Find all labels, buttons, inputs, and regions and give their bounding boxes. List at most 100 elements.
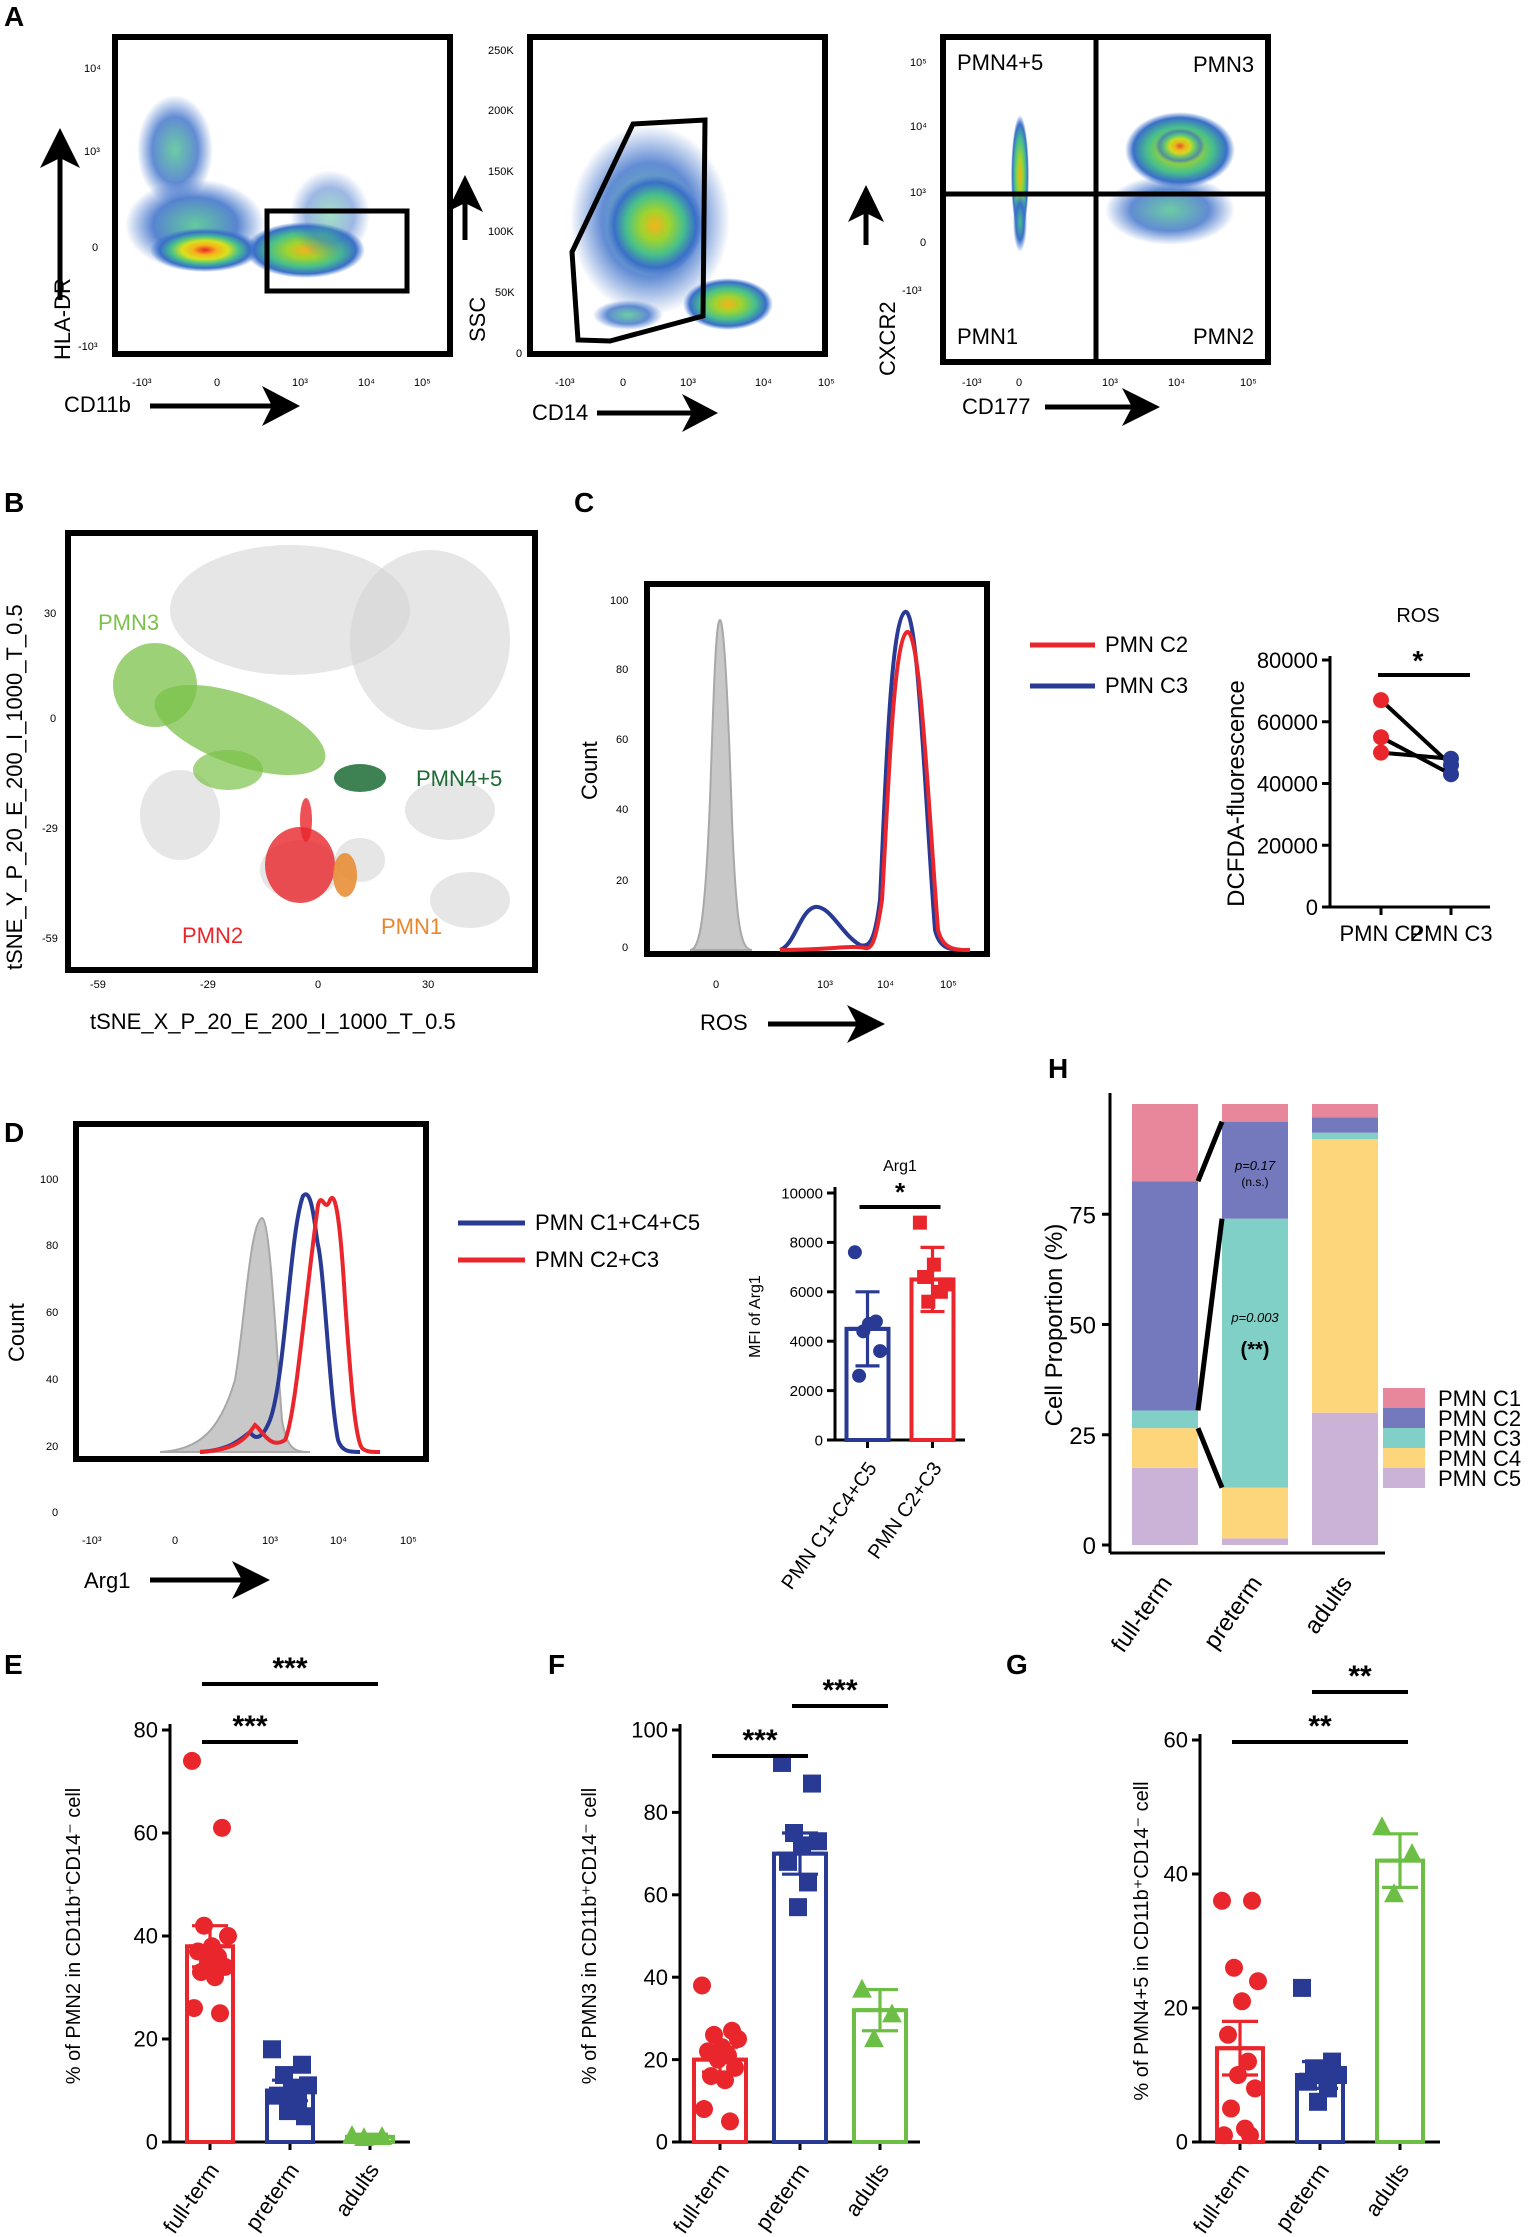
legend-pmn-c2: PMN C2 <box>1105 632 1188 657</box>
data-point <box>921 1294 936 1309</box>
xtick: -10³ <box>555 377 575 389</box>
quadrant-label: PMN3 <box>1193 52 1254 77</box>
x-axis-label: CD14 <box>532 400 588 425</box>
xtick: 10⁵ <box>940 979 957 991</box>
tsne-cluster-pmn1 <box>333 853 357 897</box>
ros-histogram: 100 80 60 40 20 0 0 10³ 10⁴ 10⁵ ROS Coun… <box>577 581 990 1043</box>
y-axis-label: tSNE_Y_P_20_E_200_I_1000_T_0.5 <box>2 604 27 970</box>
data-point <box>1373 729 1389 746</box>
ytick: 60 <box>46 1307 58 1319</box>
data-point <box>1293 1978 1311 1997</box>
y-tick-label: 40 <box>644 1965 668 1990</box>
panel-e-letter: E <box>4 1649 23 1680</box>
xtick: 10³ <box>817 979 833 991</box>
legend-swatch <box>1383 1468 1425 1488</box>
xtick: 10³ <box>262 1535 278 1547</box>
ytick: 40 <box>616 804 628 816</box>
x-axis-arrow <box>1045 388 1160 426</box>
ytick: 80 <box>46 1240 58 1252</box>
x-axis-arrow <box>768 1005 885 1043</box>
data-point <box>702 2067 720 2086</box>
panel-a-letter: A <box>4 1 24 32</box>
legend-label: PMN C4 <box>1438 1446 1521 1471</box>
x-tick-label: preterm <box>750 2159 814 2235</box>
legend-label: PMN C1 <box>1438 1386 1521 1411</box>
x-tick-label: preterm <box>1270 2159 1334 2235</box>
xtick: -59 <box>90 979 106 991</box>
xtick: 10⁵ <box>1240 377 1257 389</box>
x-tick-label: PMN C3 <box>1409 921 1492 946</box>
x-axis-arrow <box>150 386 300 426</box>
y-tick-label: 20 <box>134 2027 158 2052</box>
ytick: 200K <box>488 105 514 117</box>
xtick: -29 <box>200 979 216 991</box>
data-point <box>1309 2092 1327 2111</box>
data-point <box>793 1836 811 1855</box>
legend-swatch <box>1383 1408 1425 1428</box>
x-tick-label: adults <box>330 2159 384 2221</box>
panel-f-letter: F <box>548 1649 565 1680</box>
pmn3-bar-plot: 0 20 40 60 80 100 full-term preterm adults % of P… <box>579 1674 920 2237</box>
data-point <box>269 2086 287 2105</box>
xtick: -10³ <box>132 377 152 389</box>
significance-label: *** <box>822 1674 857 1707</box>
x-tick-label: preterm <box>240 2159 304 2235</box>
tsne-cluster-pmn2 <box>265 798 335 903</box>
data-point <box>1215 2126 1233 2145</box>
xtick: 10⁴ <box>755 377 772 389</box>
xtick: 0 <box>1016 377 1022 389</box>
quadrant-label: PMN4+5 <box>957 50 1043 75</box>
panel-d-letter: D <box>4 1117 24 1148</box>
legend-label: PMN C2 <box>1438 1406 1521 1431</box>
stacked-segment <box>1312 1104 1378 1118</box>
p-value-note: (n.s.) <box>1241 1175 1268 1189</box>
legend-swatch <box>1383 1448 1425 1468</box>
data-point <box>1443 766 1459 783</box>
data-point <box>211 2004 229 2023</box>
legend-label: PMN C5 <box>1438 1466 1521 1491</box>
connector-line <box>1195 1218 1225 1411</box>
ytick: 10³ <box>910 187 926 199</box>
data-point <box>789 1898 807 1917</box>
connector-line <box>1195 1120 1225 1183</box>
tsne-cluster-pmn45 <box>334 764 386 792</box>
ytick: 20 <box>46 1441 58 1453</box>
data-point <box>219 1927 237 1945</box>
ytick: -10³ <box>78 341 98 353</box>
stacked-segment <box>1222 1538 1288 1545</box>
tsne-background-cells <box>140 545 510 928</box>
ytick: 10³ <box>84 146 100 158</box>
data-point <box>779 1852 797 1871</box>
y-axis-arrow <box>40 128 80 300</box>
y-tick-label: 0 <box>656 2130 668 2155</box>
y-axis-label: CXCR2 <box>875 301 900 376</box>
density-cloud <box>125 95 370 278</box>
data-point <box>693 1976 711 1995</box>
stacked-segment <box>1312 1117 1378 1133</box>
data-point <box>293 2055 311 2074</box>
xtick: 30 <box>422 979 434 991</box>
ytick: 40 <box>46 1374 58 1386</box>
ytick: 80 <box>616 664 628 676</box>
flow-plot-cd11b-hladr: 10⁴ 10³ 0 -10³ -10³ 0 10³ 10⁴ 10⁵ CD11b … <box>40 34 453 426</box>
data-point <box>1443 750 1459 767</box>
histogram-pmn-c1c4c5 <box>199 1192 361 1454</box>
pair-line <box>1380 750 1452 761</box>
bar <box>1375 1858 1425 2144</box>
data-point <box>296 2107 314 2126</box>
legend-pmn-c1c4c5: PMN C1+C4+C5 <box>535 1210 700 1235</box>
flow-plot-cd177-cxcr2: PMN4+5 PMN3 PMN1 PMN2 10⁵ 10⁴ 10³ 0 -10³… <box>875 34 1271 426</box>
data-point <box>342 2125 362 2144</box>
cluster-label-pmn2: PMN2 <box>182 923 243 948</box>
y-tick-label: 10000 <box>781 1185 823 1202</box>
y-tick-label: 80000 <box>1257 648 1318 673</box>
significance-label: * <box>1413 645 1424 676</box>
data-point <box>1213 1891 1231 1910</box>
data-point <box>1384 1883 1404 1903</box>
x-tick-label: adults <box>1360 2159 1414 2221</box>
pmn45-bar-plot: 0 20 40 60 full-term preterm adults % of PMN4+5… <box>1131 1660 1440 2237</box>
x-axis-arrow <box>597 394 718 432</box>
x-axis-label: Arg1 <box>84 1568 130 1593</box>
stacked-segment <box>1312 1412 1378 1545</box>
x-tick-label: full-term <box>1188 2159 1254 2237</box>
